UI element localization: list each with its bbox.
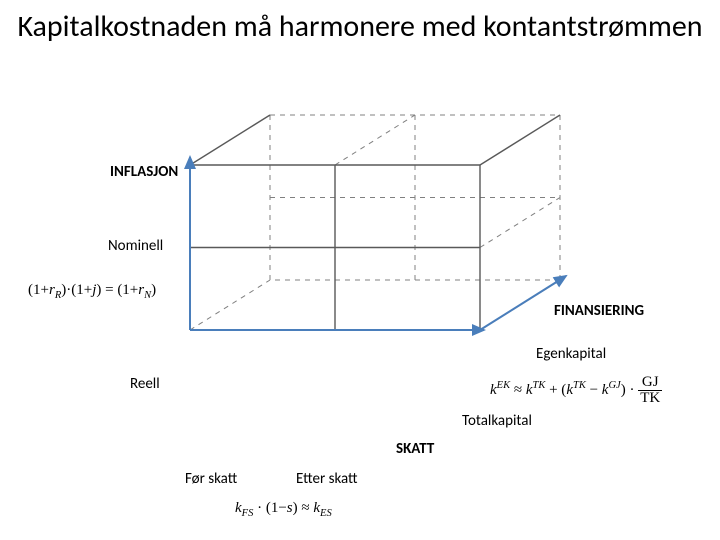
axis-inflation: INFLASJON	[110, 163, 178, 181]
axis-tax: SKATT	[396, 440, 434, 458]
axis-financing: FINANSIERING	[554, 302, 644, 320]
label-equity: Egenkapital	[536, 345, 606, 363]
formula-financing: kEK ≈ kTK + (kTK − kGJ) · GJTK	[490, 375, 662, 406]
label-post-tax: Etter skatt	[296, 470, 358, 488]
label-nominal: Nominell	[108, 237, 163, 255]
label-total: Totalkapital	[462, 412, 532, 430]
formula-tax: kFS · (1−s) ≈ kES	[235, 500, 332, 519]
label-pre-tax: Før skatt	[185, 470, 237, 488]
cube-diagram	[0, 0, 720, 540]
formula-inflation: (1+rR)·(1+j) = (1+rN)	[28, 282, 156, 301]
label-real: Reell	[130, 375, 160, 393]
